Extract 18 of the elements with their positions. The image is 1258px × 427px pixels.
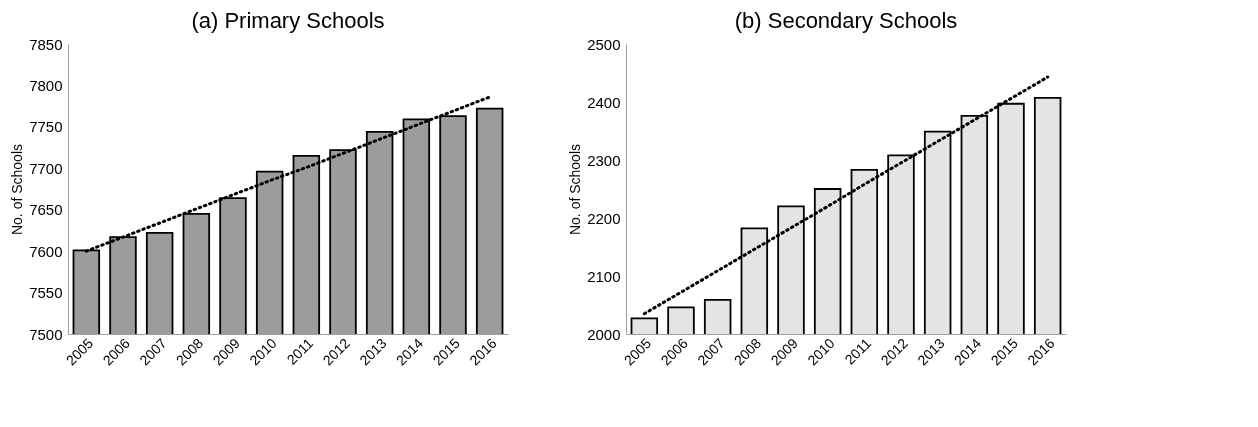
y-tick-label: 7600 — [29, 242, 63, 260]
y-axis-title: No. of Schools — [9, 143, 26, 236]
y-tick-label: 7800 — [29, 76, 63, 94]
y-tick-label: 2000 — [587, 325, 621, 343]
y-tick-label: 2300 — [587, 151, 621, 169]
y-tick-label: 7650 — [29, 201, 63, 219]
y-tick-label: 7700 — [29, 159, 63, 177]
y-tick-label: 7500 — [29, 325, 63, 343]
y-tick-label: 7850 — [29, 35, 63, 53]
y-axis-title: No. of Schools — [567, 143, 584, 236]
chart-title: (a) Primary Schools — [191, 8, 385, 33]
y-tick-label: 2400 — [587, 93, 621, 111]
y-tick-label: 2500 — [587, 35, 621, 53]
chart-title: (b) Secondary Schools — [734, 8, 958, 33]
y-tick-label: 7550 — [29, 284, 63, 302]
y-tick-label: 2100 — [587, 267, 621, 285]
y-tick-label: 7750 — [29, 118, 63, 136]
y-tick-label: 2200 — [587, 209, 621, 227]
